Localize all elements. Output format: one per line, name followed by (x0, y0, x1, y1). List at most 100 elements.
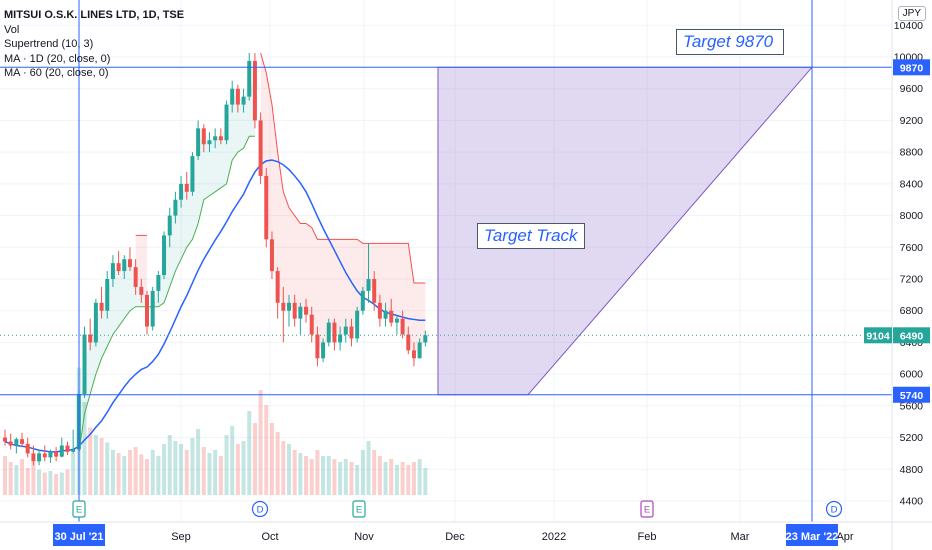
volume-bar (54, 474, 59, 495)
candle (14, 437, 19, 454)
volume-bar (292, 450, 297, 495)
candle (394, 314, 399, 335)
last-price-tag-bg (893, 327, 930, 344)
x-tick-label: 2022 (542, 531, 566, 543)
candle (349, 318, 354, 347)
volume-bar (332, 459, 337, 495)
candle (122, 255, 127, 279)
volume-bar (48, 471, 53, 495)
volume-bar (150, 450, 155, 495)
candle (82, 326, 87, 398)
candle (326, 318, 331, 347)
candle (179, 175, 184, 208)
candle-body (383, 310, 388, 319)
candle (343, 318, 348, 343)
y-tick-label: 8400 (900, 178, 924, 190)
candle (207, 132, 212, 153)
candle (366, 243, 371, 303)
candle (247, 53, 252, 101)
candle (252, 53, 257, 129)
y-tick-label: 4400 (900, 496, 924, 508)
stop-price-tag-text: 5740 (900, 390, 924, 402)
candle (93, 298, 98, 347)
candle (281, 286, 286, 343)
candle-body (372, 279, 377, 303)
volume-bar (88, 427, 93, 495)
candle (309, 306, 314, 343)
candle-body (196, 128, 201, 157)
volume-bar (213, 450, 218, 495)
y-tick-label: 6000 (900, 369, 924, 381)
x-tick-label: Feb (638, 531, 657, 543)
volume-bar (25, 468, 30, 495)
volume-bar (247, 411, 252, 495)
volume-bar (196, 429, 201, 495)
legend-ma-60: MA · 60 (20, close, 0) (4, 67, 109, 79)
volume-bar (275, 432, 280, 495)
candle (31, 445, 36, 466)
volume-bar (105, 442, 110, 495)
volume-bar (383, 462, 388, 495)
candle-body (156, 275, 161, 291)
candle-body (8, 441, 13, 446)
candle-body (400, 318, 405, 335)
volume-bar (156, 456, 161, 495)
candle-body (150, 290, 155, 327)
volume-bar (110, 450, 115, 495)
candle-body (287, 302, 291, 311)
candle (190, 152, 195, 196)
candle-body (93, 302, 98, 343)
candle (321, 338, 326, 363)
annotation-target-track[interactable]: Target Track (477, 223, 585, 249)
candle-body (349, 326, 354, 339)
candle-body (42, 453, 47, 458)
candle (42, 445, 47, 462)
target-price-tag-text: 9870 (900, 62, 924, 74)
candle (218, 128, 223, 145)
candle-body (14, 439, 19, 446)
volume-bar (230, 426, 235, 495)
volume-bar (309, 459, 314, 495)
candle-body (179, 183, 184, 200)
volume-bar (406, 465, 411, 495)
candle-body (201, 128, 206, 145)
legend-title: MITSUI O.S.K. LINES LTD, 1D, TSE (4, 9, 185, 21)
candle (235, 84, 240, 113)
volume-bar (82, 402, 87, 495)
volume-bar (127, 450, 132, 495)
y-tick-label: 7600 (900, 242, 924, 254)
start-date-tag-text: 30 Jul '21 (54, 531, 103, 543)
volume-bar (145, 459, 149, 495)
volume-bar (338, 462, 343, 495)
start-date-tag: 30 Jul '21 (53, 524, 105, 546)
candle-body (298, 306, 303, 319)
candle-body (230, 88, 235, 105)
candle (400, 310, 405, 339)
candle-body (162, 235, 167, 276)
candle (173, 191, 178, 224)
event-marker-e: E (352, 500, 366, 518)
candle-body (59, 445, 64, 457)
candle-body (116, 263, 121, 272)
last-price-tag-text: 6490 (900, 330, 924, 342)
candle-body (377, 302, 382, 319)
volume-bar (360, 450, 365, 495)
volume-bar (162, 444, 167, 495)
y-tick-label: 9600 (900, 83, 924, 95)
volume-bar (14, 465, 19, 495)
y-tick-label: 9200 (900, 115, 924, 127)
candle-body (37, 453, 42, 462)
volume-bar (269, 423, 274, 495)
ma-line (4, 159, 426, 453)
candle-body (71, 449, 76, 452)
candle-body (122, 259, 127, 272)
candle (275, 267, 280, 319)
currency-badge[interactable]: JPY (897, 6, 926, 21)
candle (406, 326, 411, 355)
candle (264, 168, 269, 248)
volume-bar (122, 456, 127, 495)
volume-bar (179, 444, 184, 495)
annotation-target[interactable]: Target 9870 (676, 29, 784, 55)
candle (127, 247, 132, 272)
